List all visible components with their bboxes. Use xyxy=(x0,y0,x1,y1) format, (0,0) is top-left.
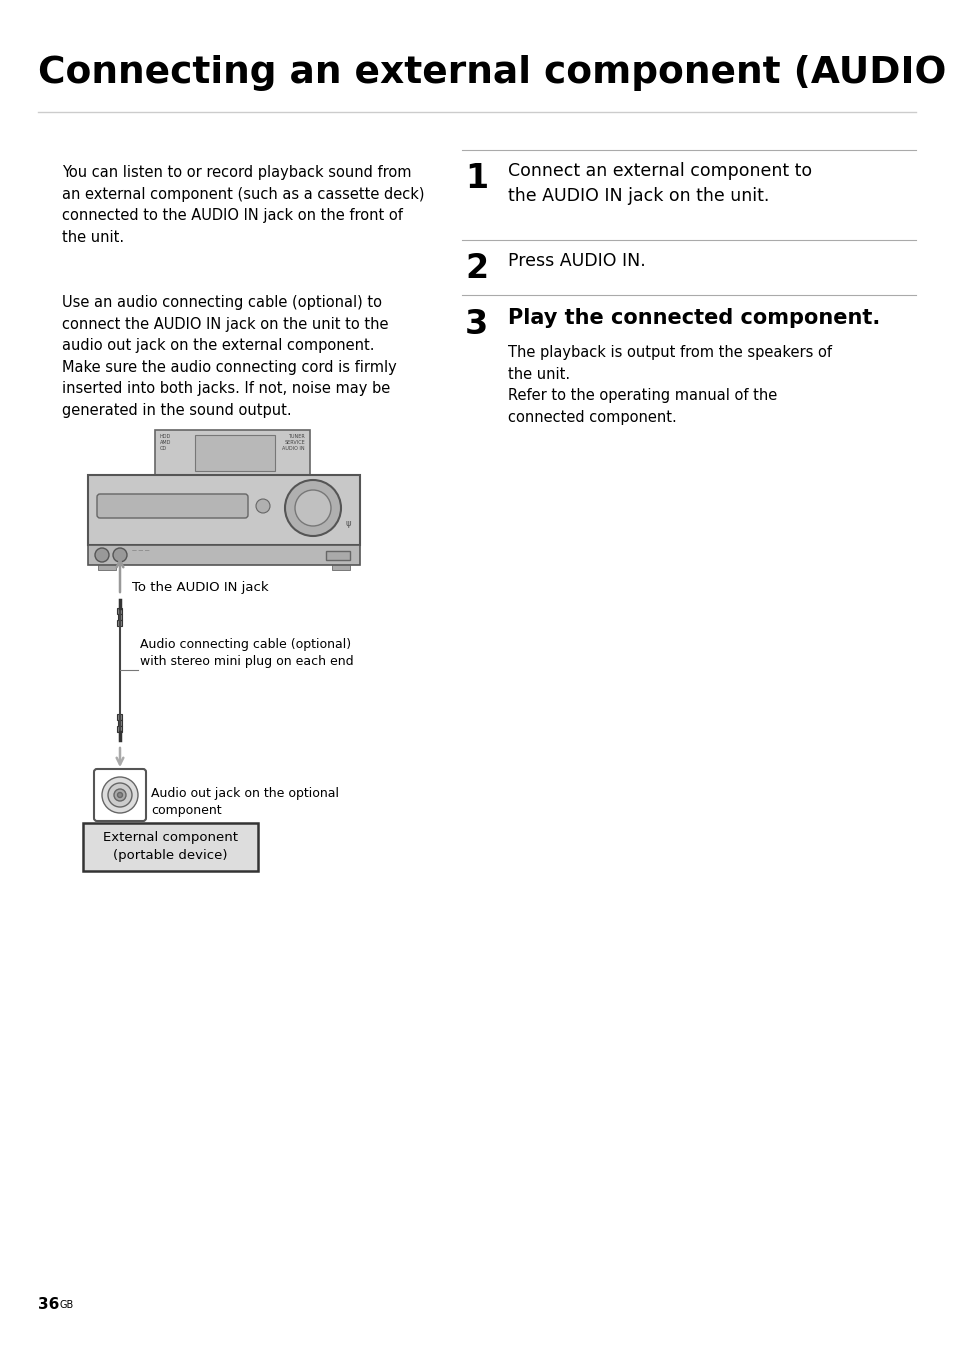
Circle shape xyxy=(102,776,138,813)
Bar xyxy=(98,565,116,570)
Text: Audio out jack on the optional
component: Audio out jack on the optional component xyxy=(151,787,338,817)
Text: 36: 36 xyxy=(38,1297,59,1312)
Bar xyxy=(118,613,122,620)
Text: Use an audio connecting cable (optional) to
connect the AUDIO IN jack on the uni: Use an audio connecting cable (optional)… xyxy=(62,295,396,418)
Text: TUNER
SERVICE
AUDIO IN: TUNER SERVICE AUDIO IN xyxy=(282,434,305,452)
Bar xyxy=(117,620,122,625)
Text: 2: 2 xyxy=(464,252,488,284)
Circle shape xyxy=(117,793,122,798)
Circle shape xyxy=(255,499,270,514)
Bar xyxy=(326,551,350,559)
Text: 1: 1 xyxy=(464,162,488,195)
Circle shape xyxy=(112,549,127,562)
Bar xyxy=(154,430,310,479)
Text: The playback is output from the speakers of
the unit.
Refer to the operating man: The playback is output from the speakers… xyxy=(507,345,831,425)
Text: To the AUDIO IN jack: To the AUDIO IN jack xyxy=(132,581,269,593)
Text: 3: 3 xyxy=(464,307,488,341)
Text: You can listen to or record playback sound from
an external component (such as a: You can listen to or record playback sou… xyxy=(62,164,424,245)
Bar xyxy=(117,608,122,613)
Text: ψ: ψ xyxy=(345,519,351,527)
Bar xyxy=(117,714,122,720)
Bar xyxy=(194,435,274,470)
Circle shape xyxy=(95,549,109,562)
FancyBboxPatch shape xyxy=(94,768,146,821)
Text: Audio connecting cable (optional)
with stereo mini plug on each end: Audio connecting cable (optional) with s… xyxy=(140,638,354,669)
Bar xyxy=(332,565,350,570)
Bar xyxy=(88,474,359,545)
Text: — — —: — — — xyxy=(132,549,150,553)
Circle shape xyxy=(108,783,132,807)
FancyBboxPatch shape xyxy=(97,493,248,518)
Text: HDD
AMD
CD: HDD AMD CD xyxy=(160,434,172,452)
Bar xyxy=(83,824,257,871)
Circle shape xyxy=(294,491,331,526)
Text: Connect an external component to
the AUDIO IN jack on the unit.: Connect an external component to the AUD… xyxy=(507,162,811,205)
Text: External component
(portable device): External component (portable device) xyxy=(103,832,237,863)
Text: Connecting an external component (AUDIO IN): Connecting an external component (AUDIO … xyxy=(38,55,953,92)
Bar xyxy=(88,545,359,565)
Text: GB: GB xyxy=(60,1299,74,1310)
Circle shape xyxy=(113,789,126,801)
Bar xyxy=(117,727,122,732)
Circle shape xyxy=(285,480,340,537)
Text: Press AUDIO IN.: Press AUDIO IN. xyxy=(507,252,645,270)
Bar xyxy=(118,720,122,727)
Text: Play the connected component.: Play the connected component. xyxy=(507,307,880,328)
